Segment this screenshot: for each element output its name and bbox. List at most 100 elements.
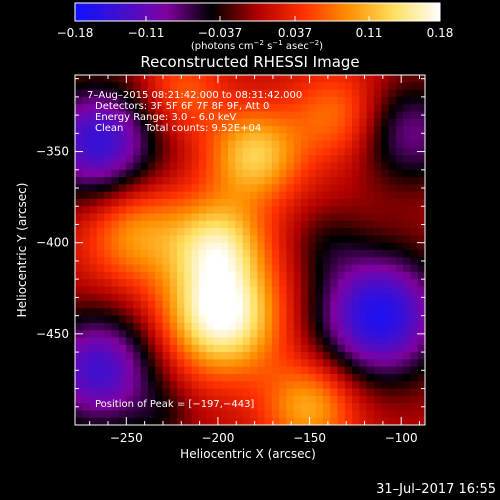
heatmap-cell: [155, 366, 163, 375]
heatmap-cell: [89, 417, 98, 426]
heatmap-cell: [250, 286, 258, 295]
heatmap-cell: [155, 388, 163, 397]
heatmap-cell: [373, 279, 382, 287]
heatmap-cell: [213, 337, 222, 346]
heatmap-cell: [140, 111, 149, 120]
heatmap-cell: [155, 410, 163, 419]
heatmap-cell: [206, 228, 214, 236]
heatmap-cell: [177, 271, 185, 280]
heatmap-cell: [111, 96, 120, 105]
heatmap-cell: [373, 388, 382, 397]
heatmap-cell: [162, 417, 171, 426]
heatmap-cell: [286, 250, 295, 258]
heatmap-cell: [315, 96, 324, 105]
footer-date: 31–Jul–2017 16:55: [376, 482, 496, 497]
heatmap-cell: [75, 359, 83, 368]
heatmap-cell: [264, 89, 273, 98]
heatmap-cell: [286, 133, 295, 142]
heatmap-cell: [301, 359, 309, 368]
heatmap-cell: [198, 96, 207, 105]
heatmap-cell: [359, 308, 368, 317]
heatmap-cell: [381, 75, 389, 83]
heatmap-cell: [344, 213, 353, 222]
heatmap-cell: [359, 235, 368, 244]
heatmap-cell: [206, 220, 214, 229]
heatmap-cell: [410, 293, 419, 302]
heatmap-cell: [381, 177, 389, 185]
heatmap-cell: [235, 235, 244, 244]
heatmap-cell: [286, 177, 295, 185]
heatmap-cell: [330, 191, 338, 200]
heatmap-cell: [111, 293, 120, 302]
heatmap-cell: [279, 162, 287, 171]
heatmap-cell: [140, 250, 149, 258]
heatmap-cell: [322, 213, 331, 222]
heatmap-cell: [359, 111, 368, 120]
heatmap-cell: [352, 155, 360, 163]
heatmap-cell: [111, 410, 120, 419]
heatmap-cell: [206, 198, 214, 207]
heatmap-cell: [330, 133, 338, 142]
heatmap-cell: [228, 279, 236, 287]
heatmap-cell: [250, 191, 258, 200]
heatmap-cell: [220, 366, 229, 375]
heatmap-cell: [220, 359, 229, 368]
heatmap-cell: [330, 96, 338, 105]
heatmap-cell: [322, 337, 331, 346]
heatmap-cell: [359, 344, 368, 353]
heatmap-cell: [184, 279, 193, 287]
heatmap-cell: [191, 330, 200, 338]
heatmap-cell: [213, 235, 222, 244]
heatmap-cell: [315, 388, 324, 397]
heatmap-cell: [111, 250, 120, 258]
colorbar-tick-label: −0.11: [128, 26, 165, 40]
heatmap-cell: [198, 89, 207, 98]
heatmap-cell: [242, 155, 251, 163]
heatmap-cell: [279, 133, 287, 142]
heatmap-cell: [322, 198, 331, 207]
heatmap-cell: [264, 133, 273, 142]
heatmap-cell: [220, 213, 229, 222]
heatmap-cell: [257, 75, 265, 83]
heatmap-cell: [111, 373, 120, 382]
heatmap-cell: [96, 118, 105, 127]
heatmap-cell: [140, 264, 149, 273]
heatmap-cell: [301, 177, 309, 185]
heatmap-cell: [96, 322, 105, 331]
heatmap-cell: [104, 118, 112, 127]
heatmap-cell: [417, 337, 426, 346]
heatmap-cell: [228, 308, 236, 317]
heatmap-cell: [395, 330, 404, 338]
heatmap-cell: [206, 133, 214, 142]
heatmap-cell: [89, 75, 98, 83]
heatmap-cell: [257, 322, 265, 331]
heatmap-cell: [250, 220, 258, 229]
heatmap-cell: [250, 140, 258, 149]
heatmap-cell: [410, 352, 419, 360]
heatmap-cell: [206, 388, 214, 397]
heatmap-cell: [220, 286, 229, 295]
heatmap-cell: [264, 264, 273, 273]
heatmap-cell: [118, 330, 127, 338]
heatmap-cell: [308, 257, 317, 265]
heatmap-cell: [344, 315, 353, 324]
heatmap-cell: [198, 111, 207, 120]
heatmap-cell: [169, 293, 178, 302]
heatmap-cell: [417, 82, 426, 90]
heatmap-cell: [198, 235, 207, 244]
heatmap-cell: [279, 89, 287, 98]
heatmap-cell: [206, 381, 214, 389]
heatmap-cell: [337, 242, 346, 251]
heatmap-cell: [271, 155, 280, 163]
heatmap-cell: [410, 301, 419, 309]
heatmap-cell: [82, 206, 90, 214]
heatmap-cell: [410, 89, 419, 98]
heatmap-cell: [82, 155, 90, 163]
heatmap-cell: [373, 395, 382, 404]
heatmap-cell: [198, 330, 207, 338]
heatmap-cell: [169, 155, 178, 163]
heatmap-cell: [344, 344, 353, 353]
heatmap-cell: [104, 395, 112, 404]
heatmap-cell: [264, 388, 273, 397]
heatmap-cell: [315, 308, 324, 317]
